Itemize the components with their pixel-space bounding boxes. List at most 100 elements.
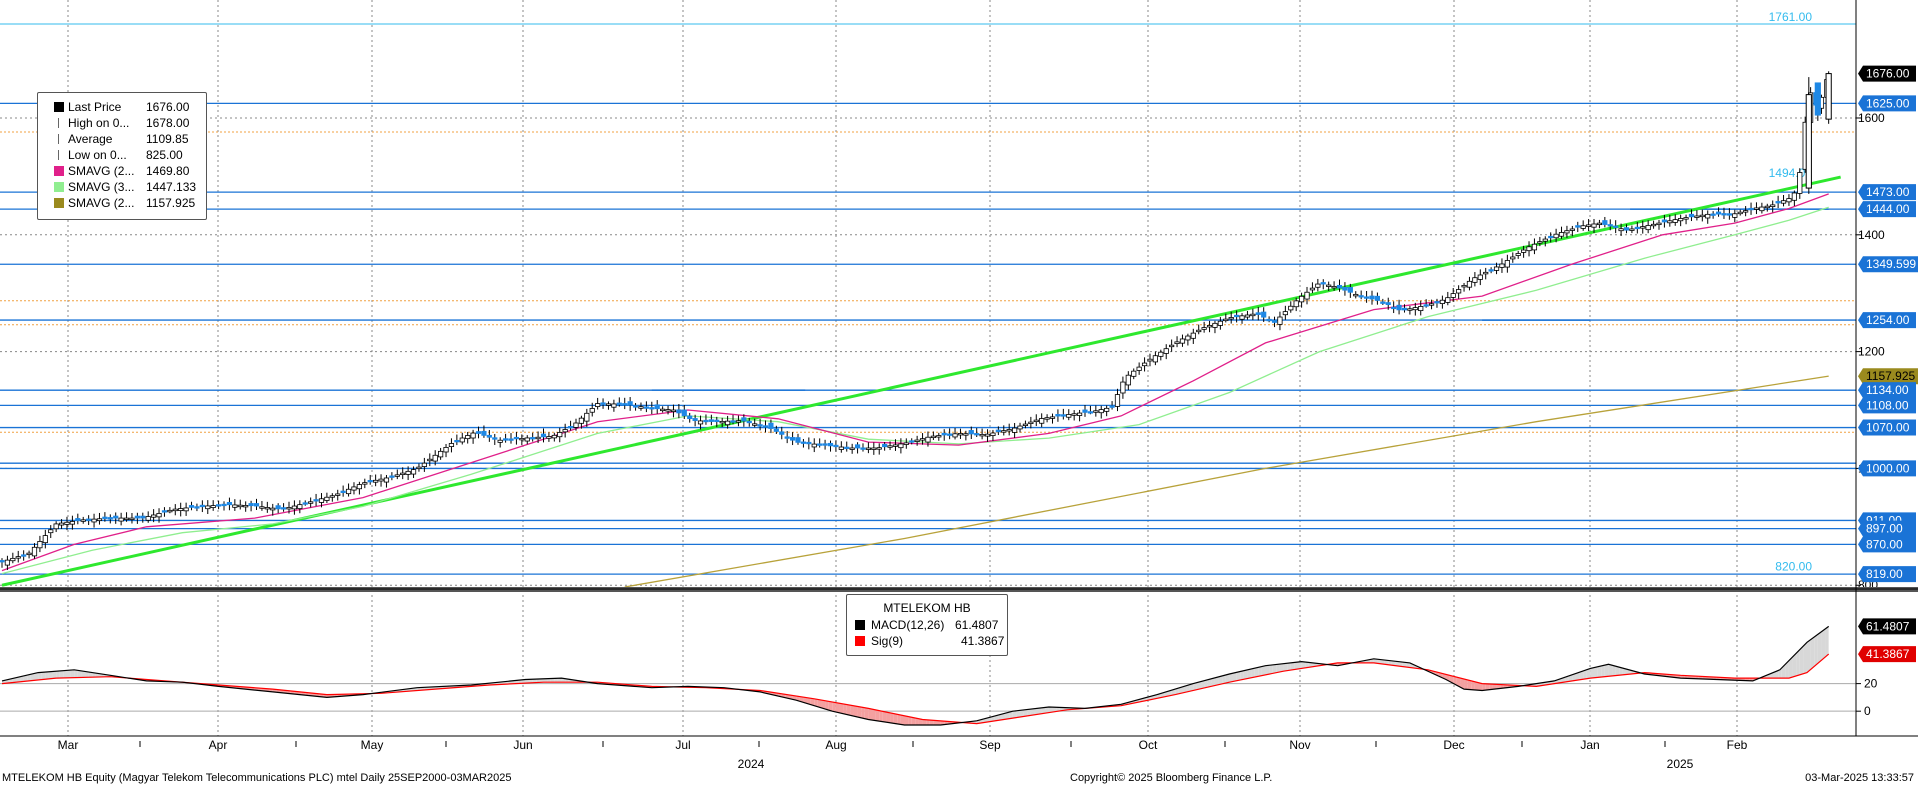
candle-body <box>1787 199 1791 202</box>
candle-body <box>222 504 226 506</box>
candle-body <box>1251 314 1255 316</box>
macd-hist-fill <box>1590 668 1594 678</box>
candle-body <box>1630 229 1634 231</box>
x-tick-label: Jul <box>675 738 690 752</box>
legend-value: 1447.133 <box>146 179 196 195</box>
candle-body <box>1391 307 1395 309</box>
candle-body <box>725 421 729 425</box>
candle-body <box>1240 316 1244 319</box>
candle-body <box>1012 428 1016 432</box>
candle-body <box>796 438 800 443</box>
candle-body <box>146 517 150 521</box>
candle-body <box>720 421 724 423</box>
candle-body <box>27 553 31 555</box>
candle-body <box>493 438 497 440</box>
candle-body <box>1700 215 1704 217</box>
macd-hist-fill <box>1247 669 1251 679</box>
legend-name: SMAVG (2... <box>68 163 134 179</box>
candle-body <box>1224 319 1228 321</box>
candle-body <box>1408 309 1412 311</box>
macd-hist-fill <box>832 702 836 712</box>
candle-body <box>178 509 182 511</box>
candle-body <box>1538 242 1542 244</box>
candle-body <box>1067 414 1071 417</box>
candle-body <box>1142 363 1146 366</box>
legend-row: High on 0...1678.00 <box>38 115 206 131</box>
cyan-annotation: 820.00 <box>1775 560 1812 574</box>
candle-body <box>92 519 96 522</box>
macd-legend: MTELEKOM HB MACD(12,26) 61.4807 Sig(9) 4… <box>846 594 1008 656</box>
x-tick-label: Mar <box>58 738 79 752</box>
macd-hist-fill <box>868 708 872 720</box>
candle-body <box>1484 272 1488 274</box>
candle-body <box>1500 264 1504 267</box>
candle-body <box>845 447 849 449</box>
candle-body <box>1413 308 1417 310</box>
candle-body <box>476 432 480 434</box>
x-year-label: 2024 <box>738 757 765 771</box>
candle-body <box>1294 301 1298 307</box>
candle-body <box>1456 290 1460 294</box>
candle-body <box>1505 260 1509 267</box>
macd-hist-fill <box>886 712 890 723</box>
macd-hist-fill <box>1255 667 1259 677</box>
candle-body <box>1516 253 1520 255</box>
candle-body <box>1186 336 1190 340</box>
candle-body <box>379 479 383 481</box>
candle-body <box>216 505 220 507</box>
candle-body <box>1343 287 1347 290</box>
candle-body <box>595 404 599 407</box>
macd-legend-value: 61.4807 <box>955 617 998 633</box>
candle-body <box>124 518 128 520</box>
candle-body <box>628 402 632 405</box>
candle-body <box>1169 345 1173 347</box>
x-tick-label: Jun <box>513 738 532 752</box>
candle-body <box>406 471 410 474</box>
candle-body <box>1159 352 1163 356</box>
macd-hist-fill <box>1016 710 1020 717</box>
candle-body <box>910 441 914 443</box>
candle-body <box>330 496 334 498</box>
candle-body <box>325 497 329 500</box>
macd-hist-fill <box>876 710 880 721</box>
candle-body <box>671 410 675 412</box>
macd-hist-fill <box>67 670 71 678</box>
candle-body <box>422 463 426 466</box>
candle-body <box>81 520 85 522</box>
legend-value: 1676.00 <box>146 99 189 115</box>
macd-hist-fill <box>71 670 75 678</box>
legend-swatch <box>58 118 65 128</box>
candle-body <box>872 448 876 450</box>
candle-body <box>612 404 616 407</box>
candle-body <box>70 521 74 524</box>
x-tick-label: Nov <box>1289 738 1310 752</box>
candle-body <box>1689 214 1693 217</box>
candle-body <box>1310 288 1314 290</box>
price-axis-tag: 870.00 <box>1866 537 1903 551</box>
candle-body <box>834 445 838 447</box>
legend-value: 1157.925 <box>146 195 195 211</box>
candle-body <box>639 407 643 409</box>
candle-body <box>666 410 670 412</box>
macd-hist-fill <box>1594 667 1598 678</box>
candle-body <box>1771 205 1775 207</box>
candle-body <box>130 518 134 520</box>
candle-body <box>991 433 995 436</box>
macd-hist-fill <box>56 671 60 678</box>
candle-body <box>975 433 979 435</box>
legend-row: SMAVG (2...1469.80 <box>38 163 206 179</box>
price-axis-tag: 1676.00 <box>1866 67 1910 81</box>
candle-body <box>1673 220 1677 223</box>
macd-tick-label: 20 <box>1864 677 1878 691</box>
legend-name: Low on 0... <box>68 147 127 163</box>
candle-body <box>1402 308 1406 310</box>
macd-legend-row-macd: MACD(12,26) 61.4807 <box>847 617 1007 633</box>
candle-body <box>1164 349 1168 354</box>
candle-body <box>509 439 513 441</box>
candle-body <box>1267 319 1271 321</box>
candle-body <box>319 499 323 503</box>
macd-hist-fill <box>905 716 909 725</box>
legend-swatch <box>58 134 65 144</box>
candle-body <box>1570 229 1574 231</box>
